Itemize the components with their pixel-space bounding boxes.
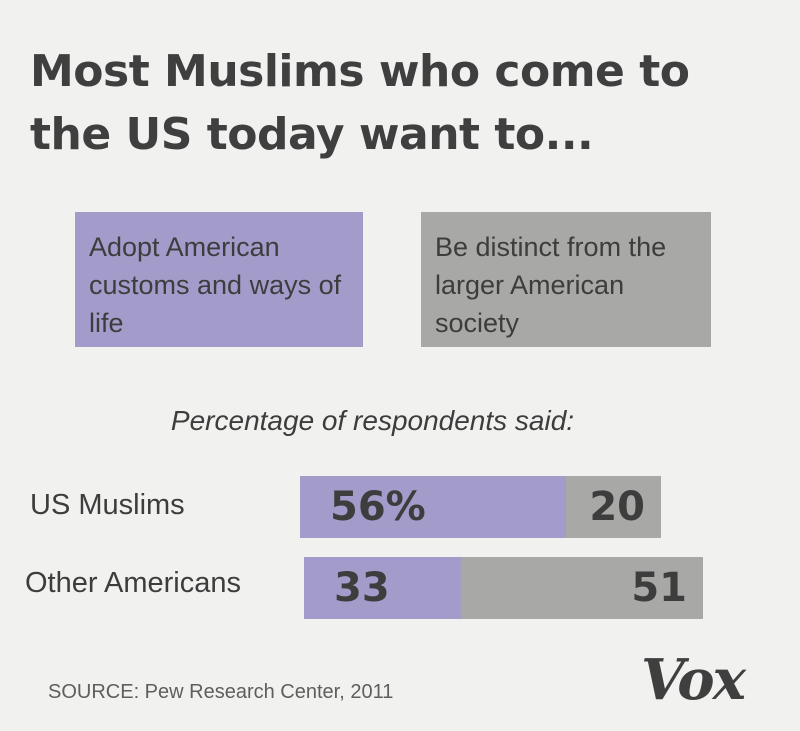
bar-label-other-americans-distinct: 51	[631, 565, 687, 611]
row-label-us-muslims: US Muslims	[30, 489, 185, 521]
chart-subtitle: Percentage of respondents said:	[170, 405, 575, 436]
bar-label-other-americans-adopt: 33	[334, 565, 390, 611]
bar-us-muslims-distinct: 20	[566, 476, 661, 538]
bar-label-us-muslims-distinct: 20	[589, 484, 645, 530]
bar-label-us-muslims-adopt: 56%	[330, 484, 426, 530]
vox-logo: Vox	[641, 647, 746, 713]
bar-other-americans-distinct: 51	[460, 557, 703, 619]
bar-other-americans-adopt: 33	[304, 557, 461, 619]
legend-adopt: Adopt American customs and ways of life	[75, 212, 363, 347]
source-note: SOURCE: Pew Research Center, 2011	[48, 681, 394, 703]
legend-adopt-label: Adopt American customs and ways of life	[89, 232, 342, 338]
row-label-other-americans: Other Americans	[25, 567, 241, 599]
chart-title: Most Muslims who come to the US today wa…	[30, 46, 690, 160]
bar-us-muslims-adopt: 56%	[300, 476, 566, 538]
legend-distinct: Be distinct from the larger American soc…	[421, 212, 711, 347]
legend-distinct-label: Be distinct from the larger American soc…	[435, 232, 667, 338]
